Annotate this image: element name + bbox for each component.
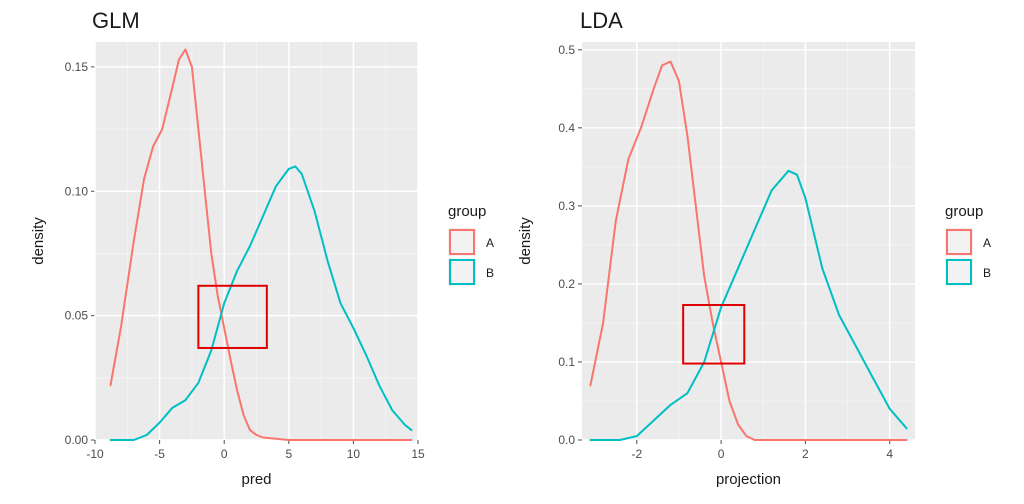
legend-label-a: A <box>486 236 494 250</box>
chart-title: LDA <box>580 8 623 33</box>
y-tick-label: 0.4 <box>558 121 575 135</box>
y-tick-label: 0.00 <box>65 433 89 447</box>
y-tick-label: 0.10 <box>65 184 89 198</box>
y-tick-label: 0.5 <box>558 43 575 57</box>
chart-panel-2: LDA 0.0 0.1 0.2 0.3 0.4 0.5 -2 0 2 4 projection dens… <box>517 8 991 488</box>
legend-label-b: B <box>486 266 494 280</box>
y-tick-label: 0.3 <box>558 199 575 213</box>
y-tick-label: 0.05 <box>65 309 89 323</box>
series-line-b <box>109 165 413 441</box>
legend-key-b <box>945 258 973 286</box>
y-tick-label: 0.1 <box>558 355 575 369</box>
y-axis-label: density <box>30 217 47 265</box>
y-axis-label: density <box>517 217 534 265</box>
legend-title: group <box>448 203 486 220</box>
legend-title: group <box>945 203 983 220</box>
plot-panel <box>582 42 915 440</box>
legend-label-b: B <box>983 266 991 280</box>
x-tick-label: 15 <box>411 447 425 461</box>
x-tick-label: -10 <box>86 447 104 461</box>
chart-panel-1: GLM 0.00 0.05 0.10 0.15 -10 -5 0 5 10 15 pred densit… <box>30 8 494 488</box>
x-tick-label: 5 <box>285 447 292 461</box>
legend-swatch-b <box>946 259 972 285</box>
x-axis-label: pred <box>241 471 271 488</box>
x-tick-label: 2 <box>802 447 809 461</box>
x-tick-label: 0 <box>718 447 725 461</box>
legend-swatch-b <box>449 259 475 285</box>
y-tick-label: 0.15 <box>65 60 89 74</box>
x-tick-label: 10 <box>347 447 361 461</box>
legend-key-a <box>448 228 476 256</box>
y-tick-label: 0.2 <box>558 277 575 291</box>
legend: group A B <box>945 203 991 286</box>
series-line-a <box>589 60 908 441</box>
legend-label-a: A <box>983 236 991 250</box>
x-tick-label: 4 <box>886 447 893 461</box>
legend-swatch-a <box>449 229 475 255</box>
x-tick-label: -2 <box>631 447 642 461</box>
y-tick-label: 0.0 <box>558 433 575 447</box>
x-axis-label: projection <box>716 471 781 488</box>
highlight-box <box>682 303 746 365</box>
legend: group A B <box>448 203 494 286</box>
series-line-b <box>589 169 908 441</box>
legend-swatch-a <box>946 229 972 255</box>
series-line-a <box>109 48 413 441</box>
legend-key-b <box>448 258 476 286</box>
legend-key-a <box>945 228 973 256</box>
highlight-box <box>197 284 268 349</box>
chart-title: GLM <box>92 8 140 33</box>
x-tick-label: -5 <box>154 447 165 461</box>
x-tick-label: 0 <box>221 447 228 461</box>
